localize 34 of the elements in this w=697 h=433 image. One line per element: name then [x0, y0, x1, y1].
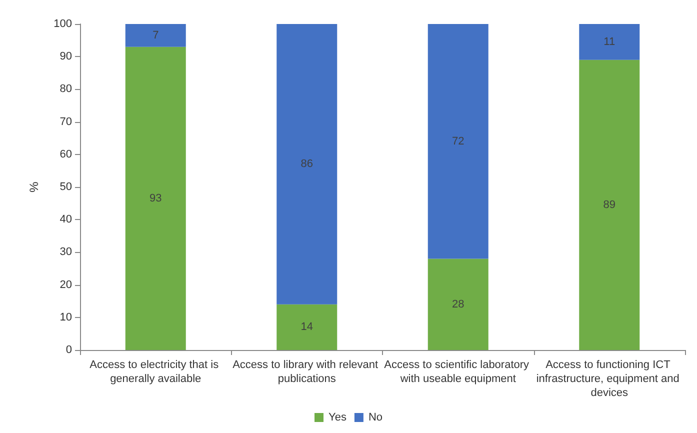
x-tick-label: Access to scientific laboratory with useable equipment: [384, 359, 532, 385]
bar: [125, 24, 186, 47]
x-tick-label: Access to electricity that is generally available: [90, 359, 222, 385]
legend-label: No: [368, 412, 383, 424]
data-label: 7: [152, 29, 159, 42]
data-label: 93: [150, 192, 162, 204]
bar: [579, 60, 640, 350]
y-axis-title: %: [27, 181, 41, 192]
y-tick-label: 10: [60, 311, 72, 324]
data-label: 86: [300, 158, 313, 170]
y-tick-label: 30: [60, 246, 72, 258]
data-label: 89: [603, 198, 616, 211]
y-tick-label: 20: [60, 278, 72, 291]
legend-label: Yes: [328, 412, 347, 424]
y-tick-label: 60: [60, 148, 72, 160]
y-tick-label: 80: [60, 83, 72, 96]
y-tick-label: 50: [60, 181, 72, 193]
bar: [276, 304, 338, 350]
y-tick-label: 0: [66, 344, 72, 356]
data-label: 28: [452, 298, 464, 310]
bar: [428, 24, 488, 259]
y-tick-label: 40: [60, 214, 72, 226]
bar: [579, 24, 640, 60]
y-tick-label: 70: [60, 116, 72, 128]
bar: [125, 46, 186, 350]
y-tick-label: 100: [54, 18, 72, 30]
x-tick-label: Access to functioning ICT infrastructure, equipment and devices: [536, 359, 682, 399]
data-label: 11: [604, 36, 616, 48]
data-label: 14: [300, 321, 313, 334]
x-tick-label: Access to library with relevant publications: [232, 359, 382, 385]
data-label: 72: [452, 135, 464, 148]
bar: [428, 258, 488, 350]
bar: [276, 24, 338, 304]
y-tick-label: 90: [60, 50, 72, 63]
